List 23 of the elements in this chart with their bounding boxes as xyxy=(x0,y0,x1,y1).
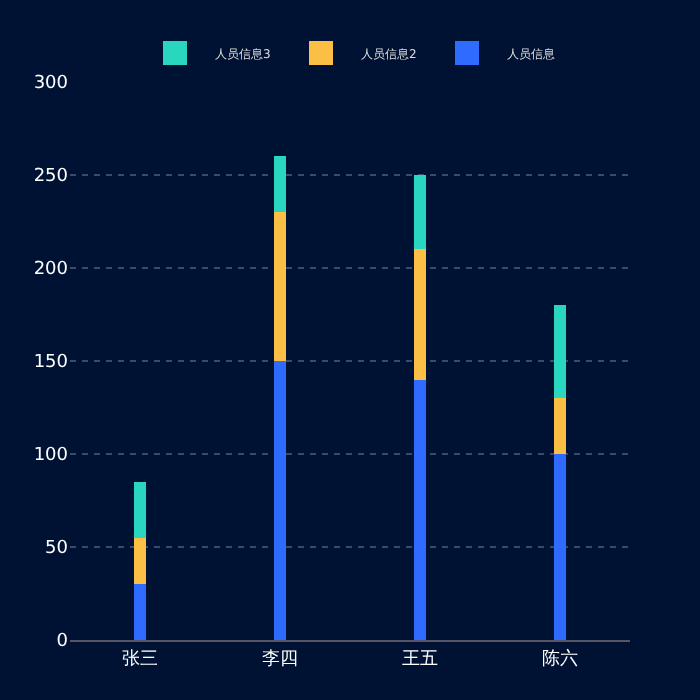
y-tick-label: 250 xyxy=(33,167,69,188)
y-tick-label: 300 xyxy=(33,74,69,95)
bar xyxy=(134,584,146,640)
y-tick-label: 200 xyxy=(33,260,69,281)
y-tick-label: 0 xyxy=(56,632,69,653)
bar xyxy=(274,361,286,640)
bar xyxy=(134,481,146,538)
x-tick-label: 王五 xyxy=(402,649,438,670)
y-tick-label: 100 xyxy=(33,446,69,467)
bar xyxy=(554,305,566,399)
bar xyxy=(414,379,426,640)
y-tick-label: 150 xyxy=(33,353,69,374)
bar xyxy=(414,249,426,380)
x-tick-label: 李四 xyxy=(262,647,298,670)
bar xyxy=(554,398,566,454)
bar xyxy=(274,212,286,361)
bar xyxy=(274,156,286,213)
bar xyxy=(554,454,566,640)
bar xyxy=(414,175,426,250)
y-tick-label: 50 xyxy=(45,539,69,560)
x-tick-label: 陈六 xyxy=(542,647,578,670)
bar xyxy=(134,537,146,585)
x-tick-label: 张三 xyxy=(122,647,158,670)
